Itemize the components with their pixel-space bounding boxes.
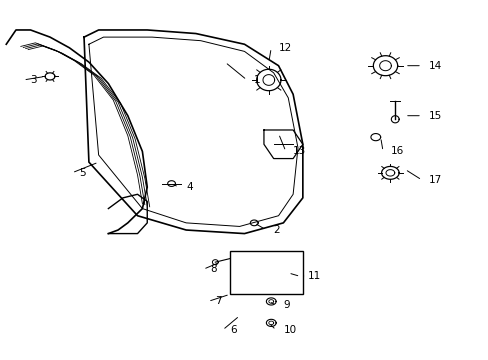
Text: 6: 6 [229, 325, 236, 335]
Text: 13: 13 [292, 147, 306, 157]
Text: 14: 14 [428, 61, 442, 71]
Text: 4: 4 [186, 182, 192, 192]
Text: 7: 7 [215, 296, 222, 306]
Text: 15: 15 [428, 111, 442, 121]
Text: 9: 9 [283, 300, 289, 310]
Text: 2: 2 [273, 225, 280, 235]
Text: 12: 12 [278, 43, 291, 53]
FancyBboxPatch shape [229, 251, 302, 294]
Text: 16: 16 [389, 147, 403, 157]
Text: 5: 5 [79, 168, 85, 178]
Text: 17: 17 [428, 175, 442, 185]
Text: 8: 8 [210, 264, 217, 274]
Text: 3: 3 [30, 75, 37, 85]
Text: 11: 11 [307, 271, 320, 282]
Text: 10: 10 [283, 325, 296, 335]
Text: 1: 1 [254, 75, 260, 85]
